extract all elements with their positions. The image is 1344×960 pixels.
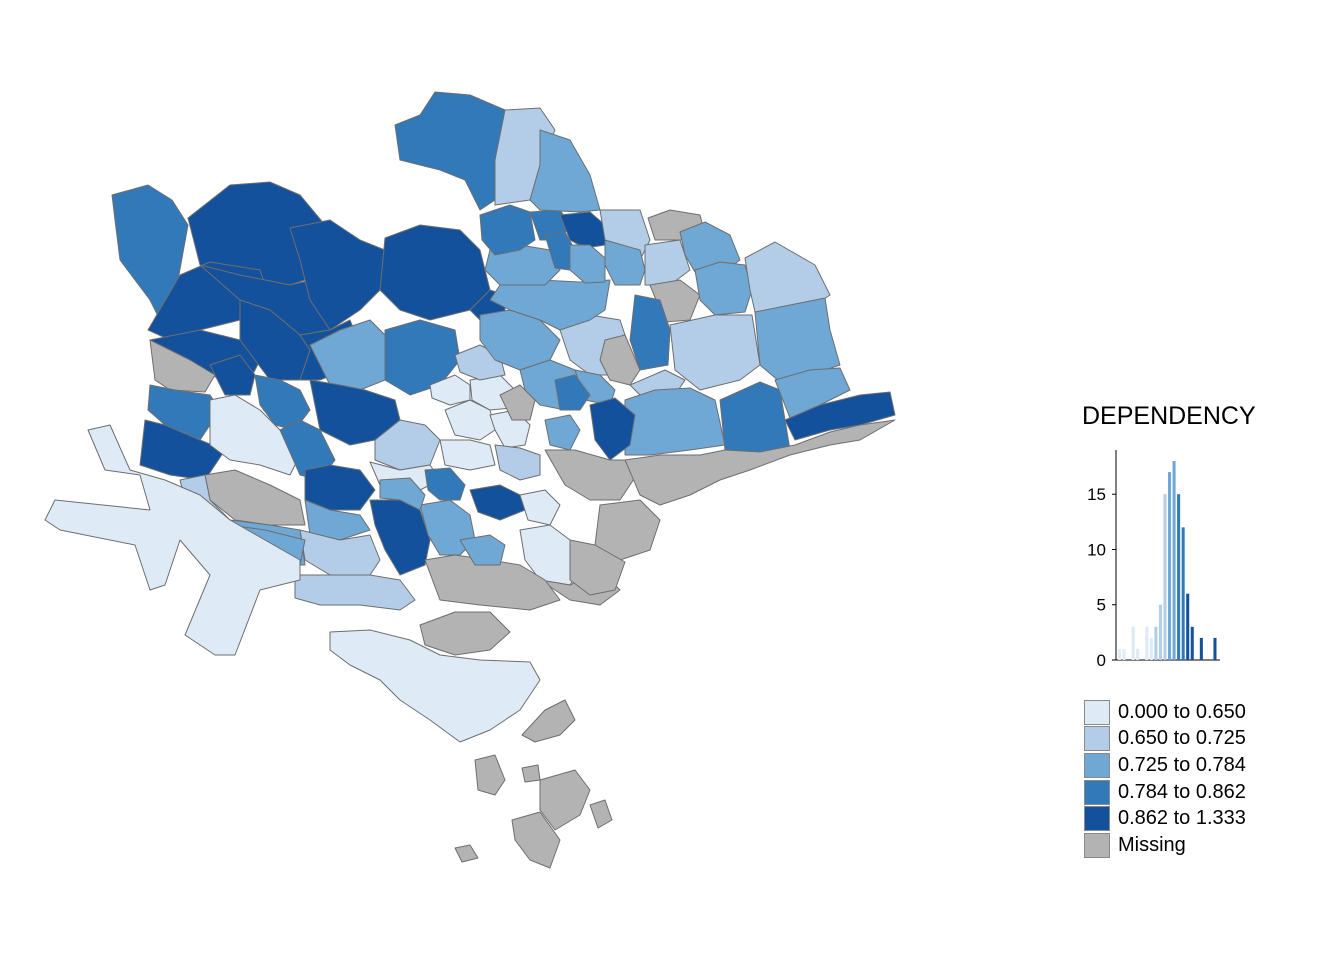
region-central-mid-1 — [379, 477, 426, 511]
region-island-grey-2 — [474, 754, 506, 796]
region-core-grey — [499, 384, 536, 421]
region-marine-parade-dark — [589, 397, 636, 461]
legend-item: 0.725 to 0.784 — [1084, 752, 1246, 779]
histogram-bar — [1158, 604, 1162, 660]
histogram-bar — [1186, 593, 1190, 660]
legend-swatch — [1084, 726, 1110, 752]
region-kallang-mid-2 — [544, 414, 581, 451]
region-central-light-1 — [374, 419, 441, 471]
region-island-grey-1 — [521, 699, 576, 743]
choropleth-map — [44, 91, 896, 869]
region-pasir-ris-light — [644, 239, 691, 286]
region-bedok-dark — [719, 381, 791, 456]
region-bedok-mid — [624, 387, 726, 456]
histogram-bar — [1122, 648, 1126, 660]
legend-label: 0.784 to 0.862 — [1118, 780, 1246, 803]
region-tuas-dark — [139, 419, 226, 481]
region-punggol-mid — [604, 239, 646, 286]
region-east-coast-grey-1 — [544, 449, 641, 501]
region-changi-mid — [754, 297, 841, 383]
histogram-bar — [1177, 494, 1181, 660]
histogram-bar — [1168, 472, 1172, 660]
region-toa-payoh-dark — [469, 484, 526, 521]
region-bukit-panjang — [384, 319, 461, 396]
region-sentosa-grey — [419, 611, 511, 656]
region-tuas-west-light — [44, 424, 301, 656]
legend-label: Missing — [1118, 833, 1186, 856]
histogram-bar — [1199, 637, 1203, 660]
region-central-mid-2 — [424, 467, 466, 501]
histogram-tick-label: 0 — [1097, 651, 1106, 670]
region-city-mid — [459, 534, 506, 566]
region-jurong-mid — [254, 374, 311, 431]
legend-label: 0.000 to 0.650 — [1118, 700, 1246, 723]
region-tampines-mid — [694, 261, 753, 316]
region-west-coast-light — [299, 529, 381, 576]
region-east-coast-grey-4 — [569, 539, 626, 596]
region-island-grey-5 — [589, 799, 613, 829]
region-kallang-light — [519, 489, 561, 526]
region-island-grey-6 — [454, 844, 479, 863]
region-island-grey-7 — [521, 764, 541, 783]
region-tampines-light — [669, 314, 761, 391]
legend-histogram: 0 5 10 15 — [1087, 450, 1220, 670]
legend-swatch — [1084, 832, 1110, 858]
legend-swatch — [1084, 699, 1110, 725]
region-island-grey-4 — [511, 811, 561, 869]
region-seletar-mid — [489, 279, 611, 331]
legend-item: 0.862 to 1.333 — [1084, 805, 1246, 832]
legend-item: 0.784 to 0.862 — [1084, 779, 1246, 806]
region-queenstown-dark — [369, 499, 431, 576]
region-northern-light-2 — [529, 129, 601, 213]
region-core-2 — [439, 439, 496, 471]
histogram-bar — [1154, 626, 1158, 660]
region-jurong-west-grey — [204, 469, 306, 526]
histogram-tick-label: 15 — [1087, 485, 1106, 504]
region-changi-coast-dark — [784, 391, 896, 441]
region-core-4 — [494, 444, 541, 481]
histogram-bar — [1213, 637, 1217, 660]
region-west-grey-1 — [149, 339, 216, 393]
histogram-bar — [1190, 626, 1194, 660]
histogram-bar — [1136, 648, 1140, 660]
histogram-bar — [1163, 494, 1167, 660]
region-sembawang-a — [479, 204, 536, 256]
region-west-b-dark — [209, 354, 256, 396]
histogram-bar — [1131, 626, 1135, 660]
region-woodlands-main — [379, 224, 491, 321]
legend-label: 0.725 to 0.784 — [1118, 753, 1246, 776]
histogram-tick-label: 10 — [1087, 540, 1106, 559]
legend-item: 0.000 to 0.650 — [1084, 699, 1246, 726]
histogram-bar — [1145, 626, 1149, 660]
region-tampines-dark — [629, 294, 671, 371]
region-island-grey-3 — [539, 769, 591, 831]
region-bukit-timah-dark — [304, 464, 376, 511]
histogram-bar — [1149, 637, 1153, 660]
region-core-5 — [429, 374, 471, 406]
region-jurong-blue — [279, 419, 336, 481]
region-tuas-light — [209, 394, 301, 476]
histogram-tick-label: 5 — [1097, 596, 1106, 615]
histogram-bar — [1118, 648, 1122, 660]
region-east-coast-grey-2 — [624, 419, 896, 506]
region-geylang-mid — [554, 374, 591, 411]
legend-title: DEPENDENCY — [1082, 402, 1256, 430]
legend-swatch — [1084, 779, 1110, 805]
legend-item: Missing — [1084, 832, 1246, 859]
region-pasir-panjang-light — [294, 574, 416, 611]
histogram-bar — [1181, 527, 1185, 660]
legend-item: 0.650 to 0.725 — [1084, 726, 1246, 753]
legend-label: 0.650 to 0.725 — [1118, 727, 1246, 750]
region-kranji-core — [289, 219, 386, 331]
region-sembawang-e — [569, 244, 606, 284]
legend-label: 0.862 to 1.333 — [1118, 807, 1246, 830]
histogram-bar — [1172, 461, 1176, 660]
legend-swatch — [1084, 806, 1110, 832]
region-northern-tip-mid — [394, 91, 506, 211]
region-sentosa-light — [329, 629, 541, 743]
legend: 0.000 to 0.650 0.650 to 0.725 0.725 to 0.7… — [1084, 699, 1246, 859]
legend-swatch — [1084, 752, 1110, 778]
